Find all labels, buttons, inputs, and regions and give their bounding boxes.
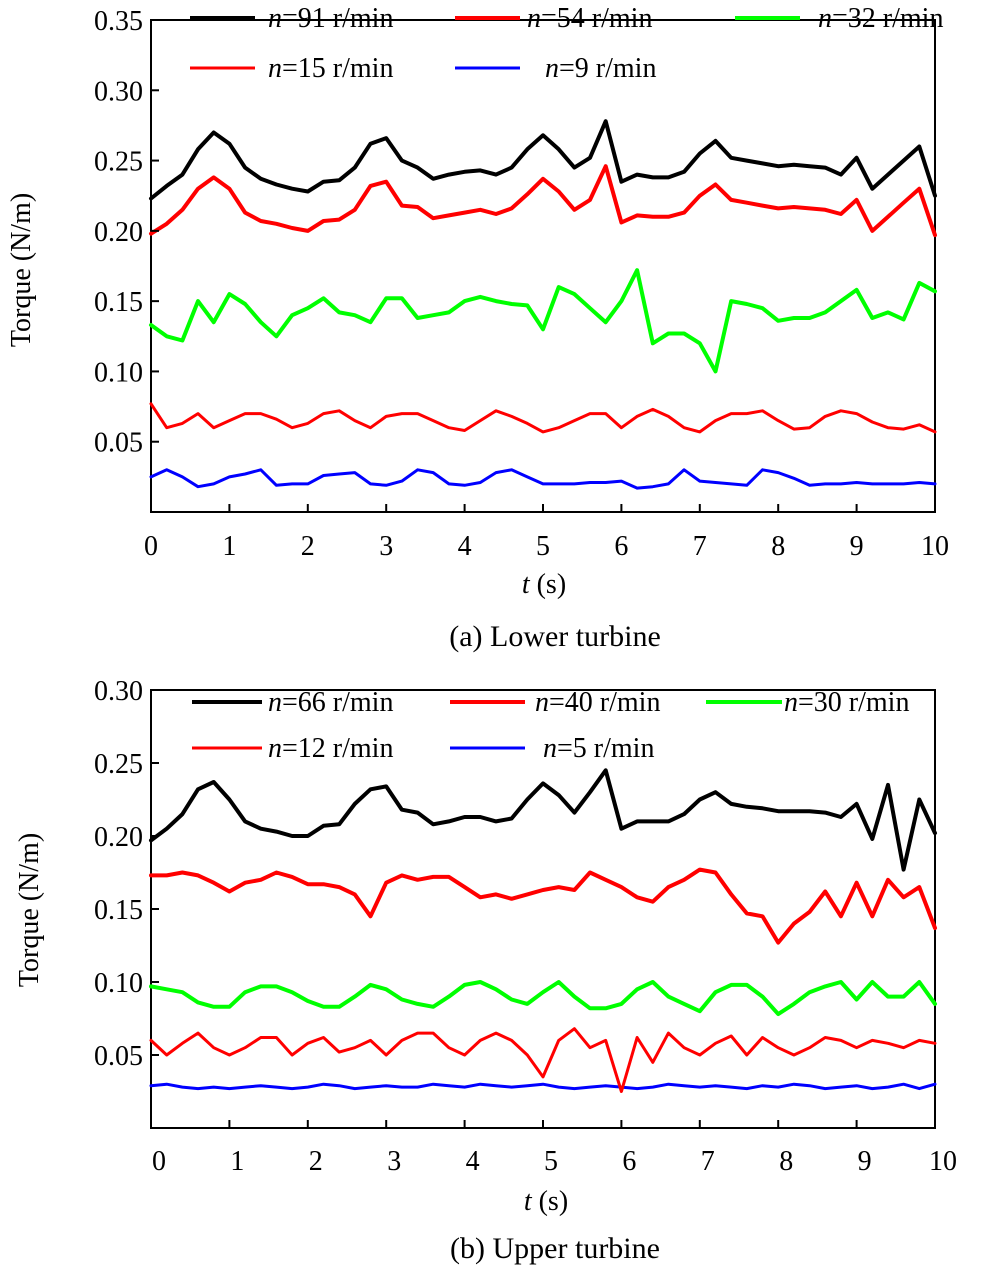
series-line-5-r-min [149,1082,937,1091]
series-line-32-r-min [149,268,937,374]
series-lines [149,768,937,1093]
x-tick-label: 3 [387,1146,401,1177]
legend-label: n=15 r/min [268,53,393,84]
x-tick-label: 7 [701,1146,715,1177]
series-line-9-r-min [149,468,937,490]
x-tick-label: 1 [230,1146,244,1177]
legend: n=91 r/min n=54 r/min n=32 r/min n=15 r/… [190,3,943,84]
series-line-91-r-min [149,119,937,201]
caption-upper-turbine: (b) Upper turbine [450,1232,660,1265]
legend-label: n=54 r/min [527,3,652,34]
y-tick-label: 0.10 [94,968,143,999]
x-tick-label: 6 [622,1146,636,1177]
chart-lower-turbine: 0.05 0.10 0.15 0.20 0.25 0.30 0.35 0 1 2 3 4 5 6 7 8 9 1… [6,3,949,653]
legend-label: n=9 r/min [545,53,656,84]
y-tick-label: 0.05 [94,428,143,459]
x-tick-label: 1 [222,531,236,562]
series-lines [149,119,937,490]
legend-label: n=12 r/min [268,733,393,764]
x-tick-label: 10 [921,531,949,562]
y-tick-label: 0.35 [94,6,143,37]
legend: n=66 r/min n=40 r/min n=30 r/min n=12 r/… [192,687,909,764]
x-tick-label: 10 [929,1146,957,1177]
series-line-54-r-min [149,164,937,238]
x-axis-label: t (s) [522,569,566,600]
y-tick-label: 0.25 [94,147,143,178]
series-line-30-r-min [149,980,937,1017]
caption-lower-turbine: (a) Lower turbine [449,620,661,653]
y-tick-label: 0.15 [94,287,143,318]
x-tick-label: 2 [309,1146,323,1177]
y-axis-label: Torque (N/m) [6,193,37,347]
series-line-40-r-min [149,867,937,945]
x-axis-label: t (s) [524,1186,568,1217]
legend-label: n=40 r/min [535,687,660,718]
x-tick-label: 5 [536,531,550,562]
x-tick-label: 9 [858,1146,872,1177]
legend-label: n=30 r/min [784,687,909,718]
x-tick-label: 2 [301,531,315,562]
x-tick-label: 6 [614,531,628,562]
y-tick-label: 0.20 [94,822,143,853]
x-tick-label: 7 [693,531,707,562]
y-axis-label: Torque (N/m) [14,833,45,987]
series-line-66-r-min [149,768,937,872]
x-tick-label: 9 [850,531,864,562]
legend-label: n=32 r/min [818,3,943,34]
y-tick-label: 0.20 [94,217,143,248]
x-tick-label: 4 [466,1146,480,1177]
legend-label: n=66 r/min [268,687,393,718]
x-tick-label: 5 [544,1146,558,1177]
series-line-12-r-min [149,1027,937,1093]
y-tick-label: 0.30 [94,676,143,707]
x-tick-label: 0 [144,531,158,562]
series-line-15-r-min [149,402,937,434]
y-tick-label: 0.25 [94,749,143,780]
x-tick-label: 0 [152,1146,166,1177]
y-tick-label: 0.05 [94,1041,143,1072]
chart-upper-turbine: 0.05 0.10 0.15 0.20 0.25 0.30 0 1 2 3 4 5 6 7 8 9 10 n=… [14,676,957,1265]
y-tick-label: 0.10 [94,357,143,388]
x-tick-label: 8 [771,531,785,562]
legend-label: n=91 r/min [268,3,393,34]
y-tick-label: 0.15 [94,895,143,926]
plot-frame [150,19,936,513]
x-tick-label: 4 [458,531,472,562]
y-tick-label: 0.30 [94,76,143,107]
legend-label: n=5 r/min [543,733,654,764]
x-tick-label: 3 [379,531,393,562]
x-tick-label: 8 [779,1146,793,1177]
